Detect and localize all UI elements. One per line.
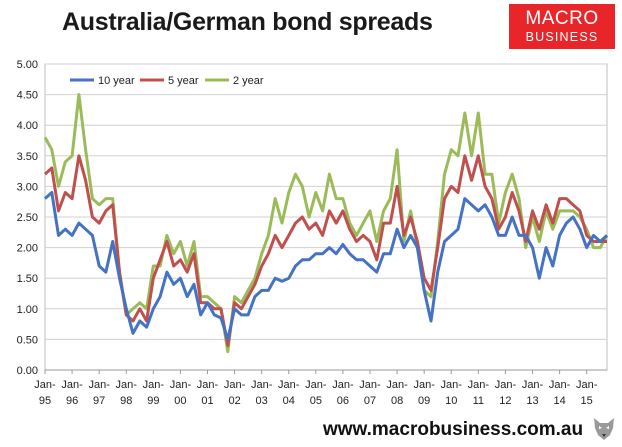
series-line-2-year	[43, 93, 609, 354]
x-tick-label-top: Jan-	[251, 379, 273, 391]
y-tick-label: 4.50	[17, 90, 38, 102]
y-tick-label: 1.00	[17, 304, 38, 316]
footer-url: www.macrobusiness.com.au	[323, 419, 584, 440]
x-tick-label-bottom: 95	[39, 395, 51, 407]
x-tick-label-bottom: 09	[418, 395, 430, 407]
x-tick-label-top: Jan-	[278, 379, 300, 391]
x-tick-label-top: Jan-	[61, 379, 83, 391]
x-tick-label-top: Jan-	[386, 379, 408, 391]
x-tick-label-bottom: 98	[120, 395, 132, 407]
x-tick-label-top: Jan-	[116, 379, 138, 391]
x-tick-label-bottom: 07	[364, 395, 376, 407]
y-tick-label: 3.00	[17, 181, 38, 193]
x-tick-label-bottom: 01	[201, 395, 213, 407]
x-tick-label-top: Jan-	[359, 379, 381, 391]
x-tick-label-top: Jan-	[495, 379, 517, 391]
x-tick-label-top: Jan-	[441, 379, 463, 391]
wolf-icon	[594, 418, 614, 440]
x-tick-label-top: Jan-	[468, 379, 490, 391]
x-tick-label-bottom: 15	[581, 395, 593, 407]
legend-label: 10 year	[98, 75, 135, 87]
x-tick-label-bottom: 00	[174, 395, 186, 407]
x-tick-label-top: Jan-	[305, 379, 327, 391]
y-tick-label: 0.50	[17, 334, 38, 346]
y-tick-label: 3.50	[17, 151, 38, 163]
x-tick-label-top: Jan-	[34, 379, 56, 391]
x-tick-label-top: Jan-	[224, 379, 246, 391]
legend-label: 5 year	[168, 75, 199, 87]
y-tick-label: 1.50	[17, 273, 38, 285]
x-tick-label-bottom: 99	[147, 395, 159, 407]
series-line-10-year	[43, 191, 609, 341]
y-tick-label: 4.00	[17, 120, 38, 132]
x-tick-label-bottom: 05	[310, 395, 322, 407]
x-tick-label-bottom: 14	[553, 395, 565, 407]
x-tick-label-bottom: 12	[499, 395, 511, 407]
x-tick-label-bottom: 10	[445, 395, 457, 407]
x-tick-label-bottom: 03	[256, 395, 268, 407]
legend-label: 2 year	[233, 75, 264, 87]
x-tick-label-top: Jan-	[549, 379, 571, 391]
x-tick-label-top: Jan-	[197, 379, 219, 391]
x-tick-label-bottom: 96	[66, 395, 78, 407]
y-tick-label: 0.00	[17, 365, 38, 377]
y-tick-label: 5.00	[17, 59, 38, 71]
x-tick-label-top: Jan-	[413, 379, 435, 391]
chart-title: Australia/German bond spreads	[62, 8, 433, 36]
x-tick-label-top: Jan-	[88, 379, 110, 391]
x-tick-label-bottom: 97	[93, 395, 105, 407]
x-tick-label-bottom: 11	[473, 395, 484, 407]
y-tick-label: 2.00	[17, 243, 38, 255]
x-tick-label-bottom: 02	[228, 395, 240, 407]
x-tick-label-bottom: 08	[391, 395, 403, 407]
x-tick-label-top: Jan-	[143, 379, 165, 391]
logo-line1: MACRO	[525, 8, 599, 29]
x-tick-label-top: Jan-	[576, 379, 598, 391]
x-tick-label-top: Jan-	[522, 379, 544, 391]
x-tick-label-top: Jan-	[170, 379, 192, 391]
x-tick-label-bottom: 13	[526, 395, 538, 407]
logo-line2: BUSINESS	[525, 30, 599, 44]
series-line-5-year	[43, 154, 607, 347]
x-tick-label-bottom: 06	[337, 395, 349, 407]
y-tick-label: 2.50	[17, 212, 38, 224]
macrobusiness-logo: MACRO BUSINESS	[509, 4, 615, 49]
x-tick-label-bottom: 04	[283, 395, 295, 407]
x-tick-label-top: Jan-	[332, 379, 354, 391]
